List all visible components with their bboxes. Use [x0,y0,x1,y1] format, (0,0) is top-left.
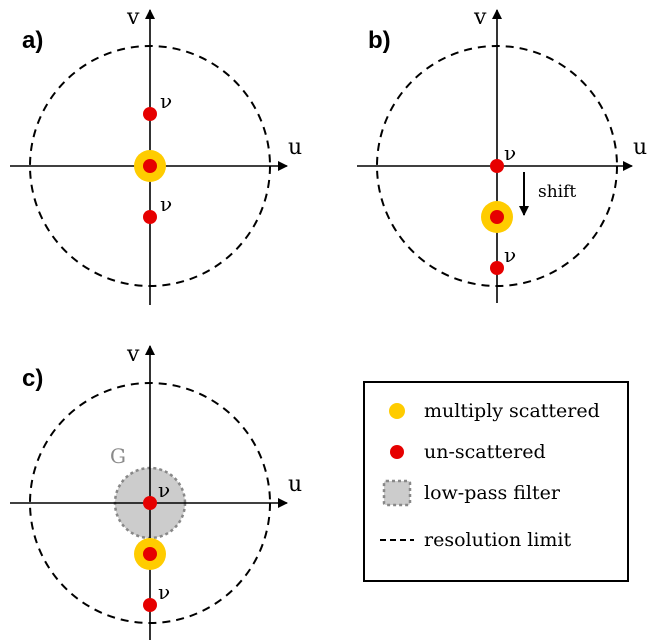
un-scattered-icon [390,445,404,459]
panel-c-label: c) [22,365,43,392]
panel-a: a) u v ν ν [10,5,302,305]
un-scattered-spot-shifted [143,547,157,561]
nu-label-top: ν [160,89,172,113]
nu-label-bottom: ν [160,192,172,216]
un-scattered-spot-center [143,159,157,173]
un-scattered-spot-center [143,496,157,510]
multiply-scattered-icon [389,403,405,419]
g-label: G [110,444,126,468]
nu-label-bottom: ν [504,243,516,267]
un-scattered-spot-bottom [490,261,504,275]
legend: multiply scattered un-scattered low-pass… [363,381,629,582]
legend-item-low-pass-filter: low-pass filter [424,482,561,504]
un-scattered-spot-center [490,159,504,173]
u-axis-label: u [633,135,647,160]
un-scattered-spot-bottom [143,598,157,612]
nu-label-center: ν [158,478,170,502]
un-scattered-spot-shifted [490,210,504,224]
panel-c: c) u v G ν ν [10,342,302,640]
panel-b-label: b) [368,27,391,54]
legend-item-resolution-limit: resolution limit [424,529,572,551]
v-axis-label: v [126,5,140,30]
un-scattered-spot-bottom [143,210,157,224]
shift-label: shift [538,182,576,202]
legend-box [363,381,629,582]
u-axis-label: u [288,135,302,160]
v-axis-label: v [473,5,487,30]
v-axis-label: v [126,342,140,367]
u-axis-label: u [288,472,302,497]
panel-b: b) u v ν ν shift [357,5,647,303]
panel-a-label: a) [22,27,43,54]
nu-label-bottom: ν [158,580,170,604]
legend-item-un-scattered: un-scattered [424,441,546,463]
legend-item-multiply-scattered: multiply scattered [424,400,600,422]
nu-label-center: ν [504,141,516,165]
low-pass-filter-icon [382,479,412,507]
un-scattered-spot-top [143,107,157,121]
